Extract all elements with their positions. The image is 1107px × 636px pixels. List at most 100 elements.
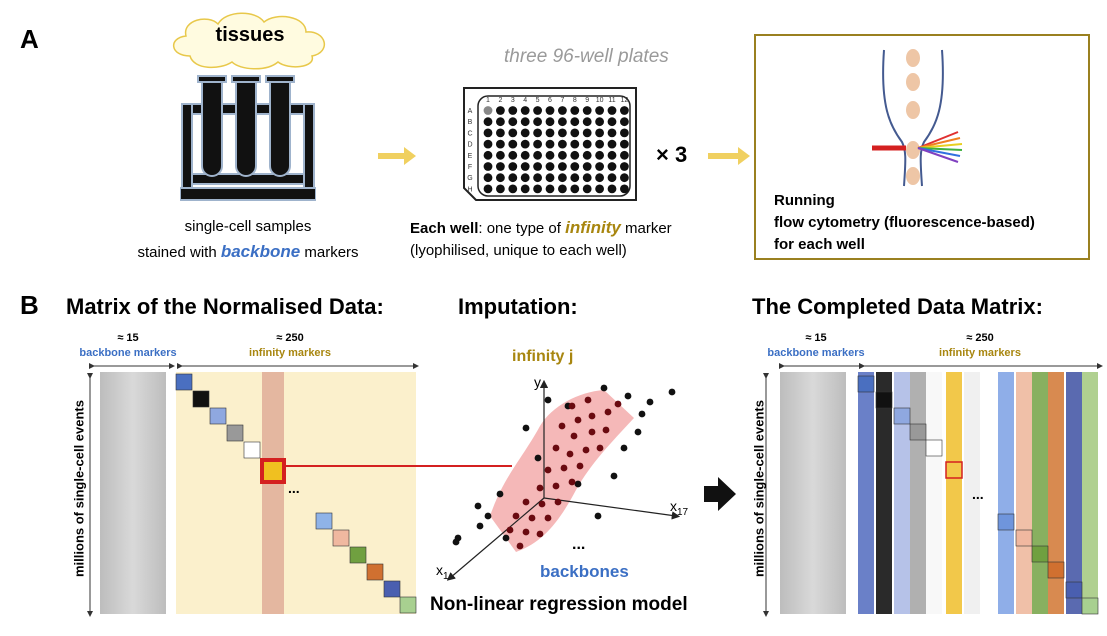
plate-well xyxy=(483,106,493,115)
plate-well xyxy=(595,106,604,115)
matrix-block xyxy=(1065,581,1083,599)
plate-well xyxy=(595,162,604,171)
plate-well xyxy=(582,162,592,171)
plate-column-label: 6 xyxy=(548,97,552,104)
panel-b-letter: B xyxy=(20,290,39,320)
model-label: Non-linear regression model xyxy=(430,594,688,615)
regression-point xyxy=(544,466,552,474)
matrix-block xyxy=(383,580,401,598)
plate-well xyxy=(533,184,542,194)
matrix-block xyxy=(315,512,333,530)
plate-well xyxy=(582,139,592,149)
infinity-j-label: infinity j xyxy=(512,348,574,365)
plate-well xyxy=(595,173,604,183)
plate-well xyxy=(520,106,530,115)
plate-well xyxy=(620,128,629,138)
plate-well xyxy=(520,139,530,149)
plate-well xyxy=(558,173,567,183)
regression-point xyxy=(506,526,514,534)
plate-well xyxy=(508,117,518,127)
plate-well xyxy=(620,106,629,115)
scatter-ellipsis: ... xyxy=(572,536,586,553)
matrix-block xyxy=(945,461,963,479)
plate-well xyxy=(620,150,629,160)
plate-well xyxy=(595,150,604,160)
plate-column-label: 4 xyxy=(523,97,527,104)
plate-column-label: 5 xyxy=(536,97,540,104)
scatter-point xyxy=(646,398,654,406)
plate-well xyxy=(607,106,617,115)
plate-well xyxy=(483,117,493,127)
plate-well xyxy=(570,139,580,149)
scatter-point xyxy=(634,428,642,436)
completed-column xyxy=(910,372,926,614)
plate-well xyxy=(545,150,555,160)
completed-column xyxy=(998,372,1014,614)
plate-well xyxy=(595,184,604,194)
plate-column-label: 3 xyxy=(511,97,515,104)
axis-x1-sub: 1 xyxy=(443,570,449,582)
plate-well xyxy=(520,150,530,160)
plate-well xyxy=(582,184,592,194)
plates-multiplier: × 3 xyxy=(656,142,688,167)
plate-well xyxy=(545,184,555,194)
plate-well xyxy=(607,173,617,183)
right-backbone-count: ≈ 15 xyxy=(805,332,827,344)
matrix-block xyxy=(857,375,875,393)
well-line1-post: marker xyxy=(620,220,672,237)
plate-row-label: G xyxy=(467,175,472,182)
plate-well xyxy=(545,128,555,138)
regression-point xyxy=(614,400,622,408)
regression-point xyxy=(560,464,568,472)
plate-well xyxy=(496,184,505,194)
matrix-block xyxy=(349,546,367,564)
scatter-point xyxy=(610,472,618,480)
plate-well xyxy=(533,162,542,171)
plate-well xyxy=(483,184,493,194)
well-description-line1: Each well: one type of infinity marker xyxy=(410,218,672,238)
backbone-marker-text: backbone xyxy=(220,242,301,261)
plate-well xyxy=(496,162,505,171)
plate-well xyxy=(570,184,580,194)
completed-matrix-title: The Completed Data Matrix: xyxy=(752,294,1043,319)
normalised-matrix xyxy=(87,363,419,617)
matrix-block xyxy=(1031,545,1049,563)
samples-line2-post: markers xyxy=(300,244,359,261)
matrix-block xyxy=(875,391,893,409)
regression-point xyxy=(558,422,566,430)
plate-well xyxy=(545,139,555,149)
plate-well xyxy=(483,128,493,138)
plate-well xyxy=(570,173,580,183)
cytometry-line1: Running xyxy=(774,192,835,209)
completed-column xyxy=(946,372,962,614)
regression-point xyxy=(552,444,560,452)
panel-a-letter: A xyxy=(20,24,39,54)
matrix-block xyxy=(1047,561,1065,579)
plate-well xyxy=(558,139,567,149)
scatter-point xyxy=(484,512,492,520)
plate-well xyxy=(520,173,530,183)
plate-well xyxy=(620,173,629,183)
plate-row-label: F xyxy=(468,164,472,171)
plate-well xyxy=(496,106,505,115)
axis-x17-label: x17 xyxy=(670,498,688,518)
left-ellipsis: ... xyxy=(288,480,300,496)
samples-line2-pre: stained with xyxy=(137,244,221,261)
plate-column-label: 7 xyxy=(560,97,564,104)
regression-point xyxy=(602,426,610,434)
plate-well xyxy=(582,173,592,183)
plate-well xyxy=(595,117,604,127)
scatter-point xyxy=(522,424,530,432)
regression-point xyxy=(536,484,544,492)
plate-well xyxy=(545,173,555,183)
scatter-point xyxy=(600,384,608,392)
regression-point xyxy=(522,498,530,506)
plate-row-label: A xyxy=(468,108,473,115)
plate-well xyxy=(570,162,580,171)
samples-line1: single-cell samples xyxy=(184,218,312,235)
plate-well xyxy=(558,150,567,160)
tissues-label: tissues xyxy=(215,24,285,46)
plate-well xyxy=(520,162,530,171)
regression-point xyxy=(536,530,544,538)
